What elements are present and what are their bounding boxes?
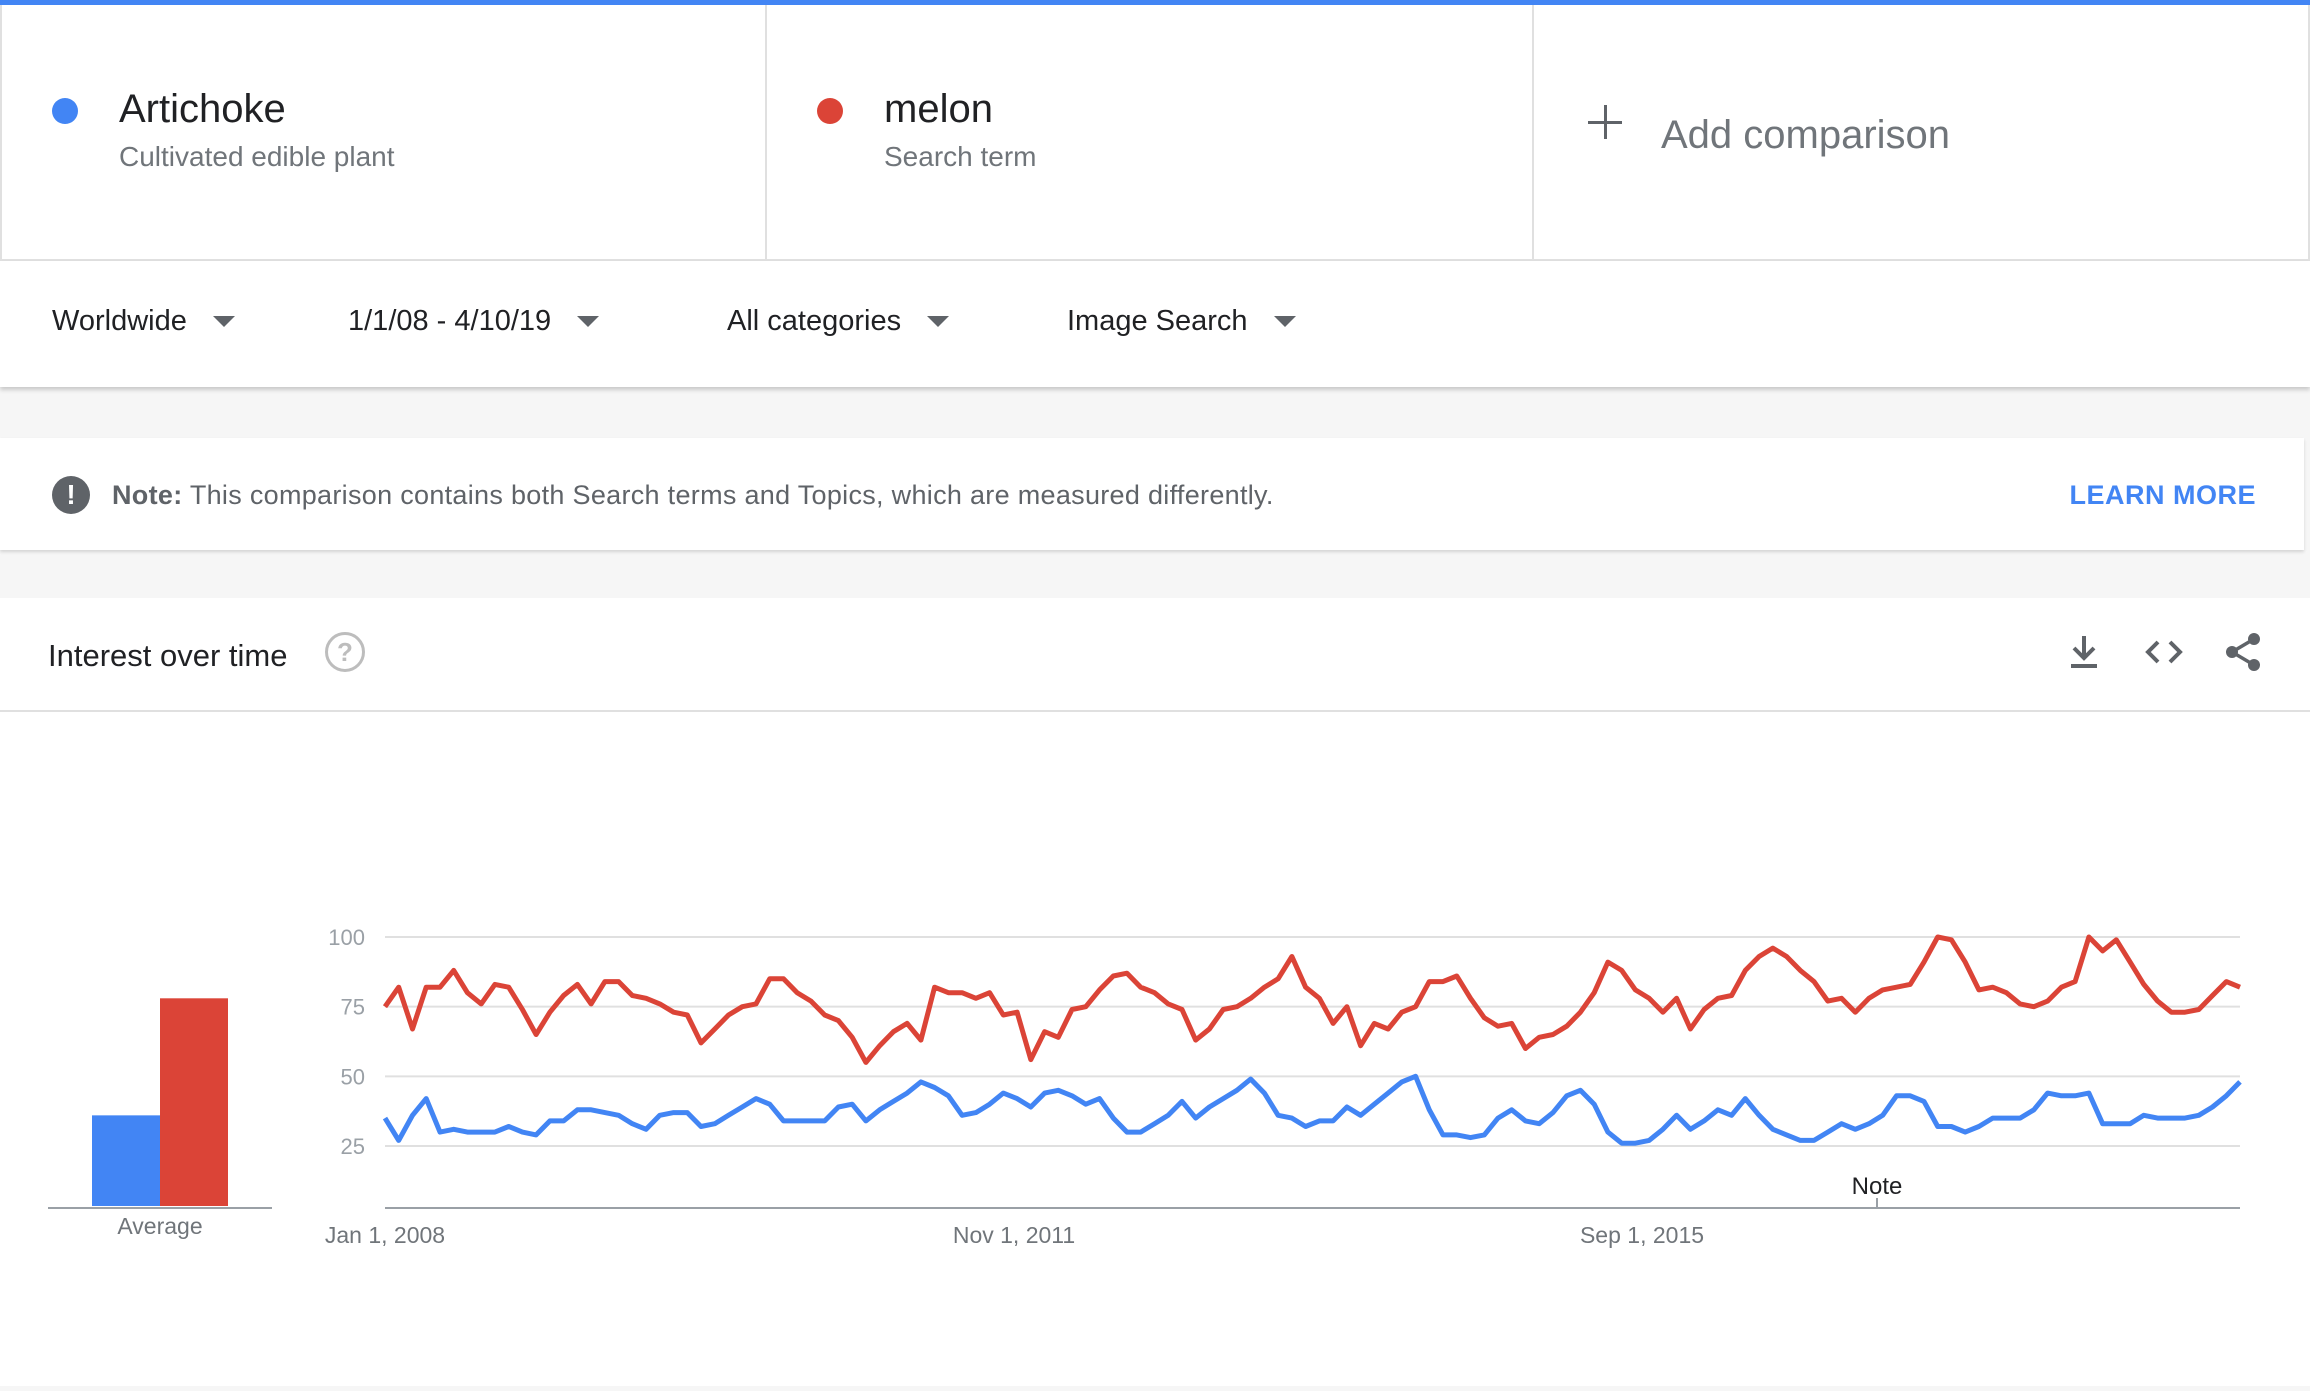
x-tick-label: Nov 1, 2011: [953, 1222, 1075, 1248]
note-label: Note:: [112, 480, 183, 510]
note-body: This comparison contains both Search ter…: [189, 480, 1274, 510]
note-card: ! Note: This comparison contains both Se…: [0, 438, 2304, 550]
average-bar-melon[interactable]: [160, 998, 228, 1206]
region-filter[interactable]: Worldwide: [52, 305, 235, 338]
average-label: Average: [117, 1213, 202, 1239]
help-icon[interactable]: ?: [325, 632, 365, 672]
embed-icon[interactable]: [2142, 630, 2186, 674]
category-filter-label: All categories: [727, 305, 902, 337]
y-tick-label: 25: [341, 1134, 365, 1159]
caret-down-icon: [577, 316, 600, 327]
y-tick-labels: 25 50 75 100: [328, 925, 365, 1159]
series-lines: [382, 934, 2242, 1146]
card-header: Interest over time ?: [0, 598, 2310, 712]
category-filter[interactable]: All categories: [727, 305, 950, 338]
filter-row: Worldwide 1/1/08 - 4/10/19 All categorie…: [0, 261, 2310, 387]
plus-icon: [1588, 105, 1622, 139]
term-name: melon: [884, 87, 993, 131]
average-bar-artichoke[interactable]: [92, 1115, 160, 1206]
share-icon[interactable]: [2222, 630, 2266, 674]
card-title: Interest over time: [48, 638, 288, 673]
add-comparison-button[interactable]: Add comparison: [1534, 5, 2310, 259]
exclamation-icon: !: [52, 476, 90, 514]
term-name: Artichoke: [119, 87, 286, 131]
search-type-filter-label: Image Search: [1067, 305, 1248, 337]
region-filter-label: Worldwide: [52, 305, 187, 337]
y-tick-label: 50: [341, 1064, 365, 1089]
caret-down-icon: [1273, 316, 1296, 327]
series-line-artichoke[interactable]: [382, 1073, 2242, 1146]
x-tick-labels: Jan 1, 2008 Nov 1, 2011 Sep 1, 2015: [325, 1222, 1704, 1248]
x-tick-label: Sep 1, 2015: [1580, 1222, 1704, 1248]
average-bars: [48, 998, 272, 1209]
series-line-melon[interactable]: [382, 934, 2241, 1065]
term-subtitle: Cultivated edible plant: [119, 141, 395, 172]
caret-down-icon: [212, 316, 235, 327]
gridlines: [385, 936, 2240, 1209]
x-tick-label: Jan 1, 2008: [325, 1222, 445, 1248]
term-card-artichoke[interactable]: Artichoke Cultivated edible plant: [0, 5, 767, 259]
note-annotation-label: Note: [1852, 1173, 1903, 1200]
term-subtitle: Search term: [884, 141, 1037, 172]
date-range-filter-label: 1/1/08 - 4/10/19: [348, 305, 552, 337]
top-accent-bar: [0, 0, 2310, 5]
download-icon[interactable]: [2062, 630, 2106, 674]
caret-down-icon: [927, 316, 950, 327]
search-type-filter[interactable]: Image Search: [1067, 305, 1296, 338]
comparison-row: Artichoke Cultivated edible plant melon …: [0, 5, 2310, 261]
y-tick-label: 75: [341, 995, 365, 1020]
series-dot-artichoke: [52, 98, 78, 124]
note-annotation[interactable]: Note: [1852, 1173, 1903, 1208]
y-tick-label: 100: [328, 925, 365, 950]
term-card-melon[interactable]: melon Search term: [767, 5, 1534, 259]
learn-more-link[interactable]: LEARN MORE: [2069, 480, 2256, 510]
series-dot-melon: [817, 98, 843, 124]
chart-area: Average 25 50 75 100 Jan 1, 2008 Nov 1, 2011…: [0, 712, 2310, 1386]
interest-over-time-card: Interest over time ? Average 25 50 75 100 J…: [0, 598, 2310, 1386]
note-text: Note: This comparison contains both Sear…: [112, 480, 1274, 511]
date-range-filter[interactable]: 1/1/08 - 4/10/19: [348, 305, 600, 338]
interest-chart: Average 25 50 75 100 Jan 1, 2008 Nov 1, 2011…: [48, 925, 2242, 1248]
add-comparison-label: Add comparison: [1661, 113, 1951, 157]
